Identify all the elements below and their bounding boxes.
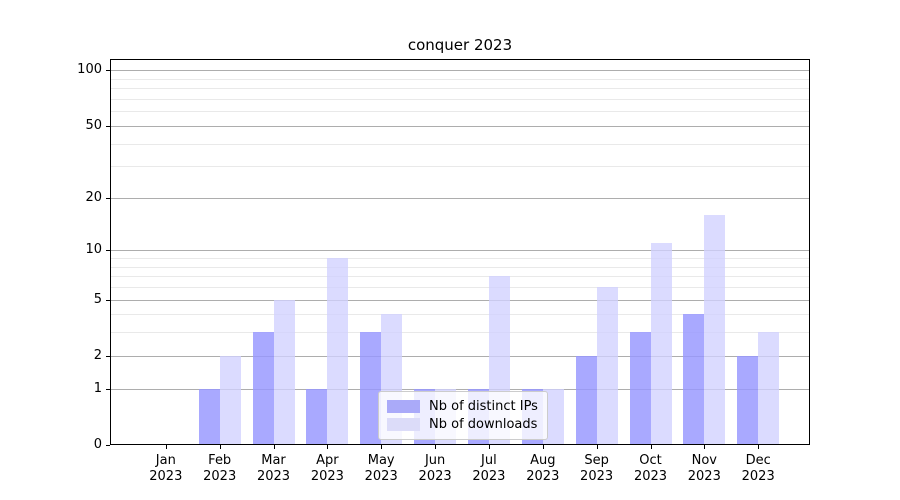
gridline-minor-40 <box>110 143 810 145</box>
x-axis-tick-jul <box>488 445 490 449</box>
y-axis-tick-0 <box>106 445 110 446</box>
gridline-major-1 <box>110 388 810 390</box>
x-tick-label-jul: Jul 2023 <box>472 453 506 484</box>
gridline-minor-8 <box>110 266 810 268</box>
gridline-major-2 <box>110 355 810 357</box>
x-axis-tick-apr <box>327 445 329 449</box>
gridline-major-20 <box>110 197 810 199</box>
y-tick-label-10: 10 <box>85 242 102 258</box>
gridline-major-5 <box>110 299 810 301</box>
bar-nb-of-distinct-ips-apr <box>306 388 328 445</box>
x-axis-tick-dec <box>758 445 760 449</box>
bar-nb-of-distinct-ips-feb <box>198 388 220 445</box>
bar-nb-of-distinct-ips-sep <box>575 355 597 445</box>
gridline-minor-4 <box>110 314 810 316</box>
legend-row-1: Nb of downloads <box>387 416 538 433</box>
gridline-major-100 <box>110 70 810 72</box>
y-axis-tick-1 <box>106 388 110 390</box>
gridline-minor-60 <box>110 111 810 113</box>
x-axis-tick-jan <box>165 445 167 449</box>
y-axis-tick-50 <box>106 125 110 127</box>
legend-row-0: Nb of distinct IPs <box>387 398 538 415</box>
gridline-minor-90 <box>110 78 810 80</box>
bar-nb-of-distinct-ips-mar <box>252 332 274 445</box>
x-tick-label-jan: Jan 2023 <box>149 453 183 484</box>
bar-nb-of-downloads-mar <box>273 299 295 445</box>
plot-area: Nb of distinct IPs Nb of downloads <box>110 59 810 445</box>
y-tick-label-50: 50 <box>85 117 102 133</box>
bar-nb-of-downloads-apr <box>327 258 349 445</box>
gridline-minor-70 <box>110 98 810 100</box>
x-axis-tick-sep <box>596 445 598 449</box>
bar-nb-of-downloads-nov <box>704 214 726 445</box>
y-tick-label-0: 0 <box>93 437 102 452</box>
bar-nb-of-downloads-feb <box>219 355 241 445</box>
gridline-minor-30 <box>110 166 810 168</box>
legend-swatch-0 <box>387 400 420 413</box>
x-axis-tick-nov <box>704 445 706 449</box>
x-axis-tick-oct <box>650 445 652 449</box>
x-tick-label-mar: Mar 2023 <box>256 453 291 484</box>
bar-nb-of-distinct-ips-dec <box>737 355 759 445</box>
gridline-minor-6 <box>110 287 810 288</box>
x-tick-label-jun: Jun 2023 <box>418 453 452 484</box>
gridline-minor-9 <box>110 258 810 259</box>
chart-title: conquer 2023 <box>407 36 513 54</box>
bar-nb-of-downloads-dec <box>758 332 780 445</box>
y-axis-tick-10 <box>106 250 110 252</box>
x-axis-tick-feb <box>219 445 221 449</box>
y-tick-label-100: 100 <box>77 62 102 78</box>
x-tick-label-sep: Sep 2023 <box>580 453 614 484</box>
x-axis-tick-mar <box>273 445 275 449</box>
legend-swatch-1 <box>387 418 420 431</box>
x-axis-tick-may <box>381 445 383 449</box>
bar-nb-of-distinct-ips-nov <box>683 314 705 445</box>
x-tick-label-aug: Aug 2023 <box>526 453 560 484</box>
legend-label-0: Nb of distinct IPs <box>429 399 538 414</box>
x-tick-label-nov: Nov 2023 <box>687 453 721 484</box>
bar-nb-of-distinct-ips-oct <box>629 332 651 445</box>
bar-nb-of-distinct-ips-may <box>360 332 382 445</box>
y-tick-label-1: 1 <box>93 380 102 396</box>
gridline-minor-80 <box>110 88 810 90</box>
x-tick-label-may: May 2023 <box>364 453 398 484</box>
y-tick-label-20: 20 <box>85 189 102 205</box>
gridline-major-10 <box>110 250 810 252</box>
x-axis-tick-aug <box>542 445 544 449</box>
y-axis-tick-20 <box>106 197 110 199</box>
gridline-minor-7 <box>110 276 810 278</box>
gridline-minor-3 <box>110 332 810 334</box>
x-tick-label-oct: Oct 2023 <box>633 453 668 484</box>
legend: Nb of distinct IPs Nb of downloads <box>378 391 548 440</box>
bar-nb-of-downloads-sep <box>596 287 618 445</box>
bar-nb-of-downloads-aug <box>542 388 564 445</box>
y-tick-label-2: 2 <box>93 347 102 363</box>
x-tick-label-dec: Dec 2023 <box>741 453 775 484</box>
gridline-major-50 <box>110 125 810 127</box>
y-axis-tick-2 <box>106 355 110 357</box>
bar-nb-of-downloads-oct <box>650 243 672 445</box>
y-tick-label-5: 5 <box>93 291 102 307</box>
x-axis-tick-jun <box>435 445 437 449</box>
x-tick-label-apr: Apr 2023 <box>310 453 344 484</box>
x-tick-label-feb: Feb 2023 <box>203 453 237 484</box>
y-axis-tick-5 <box>106 299 110 301</box>
legend-label-1: Nb of downloads <box>429 417 538 432</box>
y-axis-tick-100 <box>106 70 110 72</box>
